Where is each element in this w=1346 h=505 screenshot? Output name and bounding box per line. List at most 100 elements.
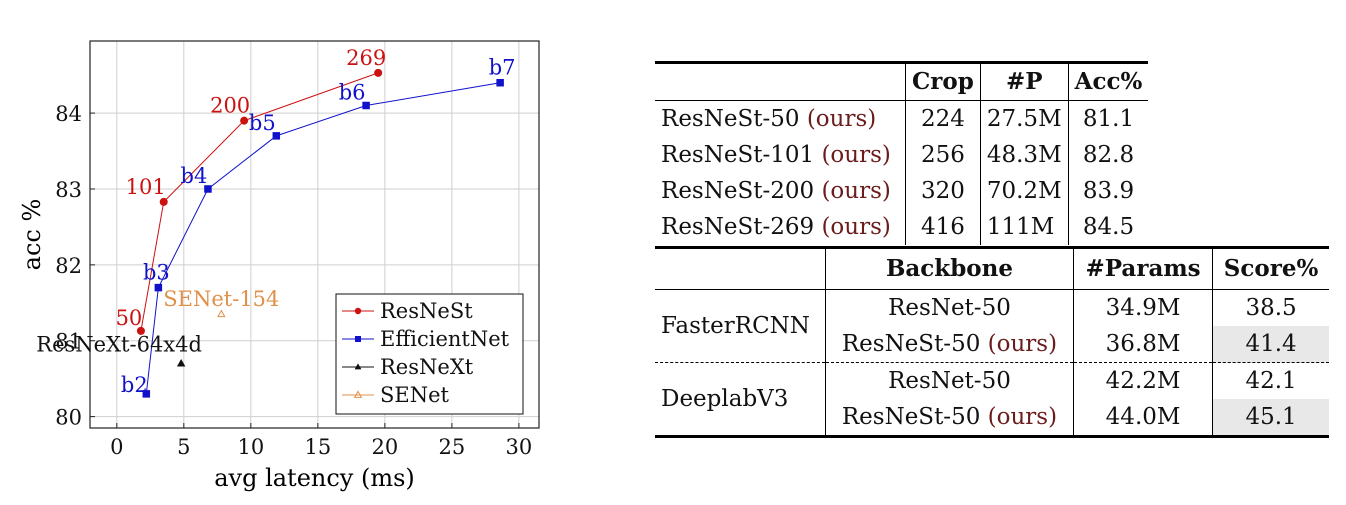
grid-layer bbox=[90, 41, 539, 428]
downstream-results-table: Backbone #Params Score% FasterRCNN ResNet… bbox=[655, 246, 1329, 438]
data-point bbox=[217, 309, 226, 318]
acc-cell: 81.1 bbox=[1082, 106, 1135, 132]
crop-cell: 256 bbox=[905, 137, 981, 173]
backbone-cell: ResNeSt-50 (ours) bbox=[825, 399, 1074, 437]
point-label: 101 bbox=[126, 175, 166, 199]
header-model bbox=[655, 62, 906, 101]
imagenet-results-table: Crop #P Acc% ResNeSt-50 (ours) 224 27.5M 81… bbox=[655, 61, 1149, 245]
acc-cell: 84.5 bbox=[1082, 214, 1135, 240]
ours-tag: (ours) bbox=[987, 331, 1058, 357]
header-acc: Acc% bbox=[1068, 62, 1149, 101]
plot-frame bbox=[89, 40, 540, 429]
data-point bbox=[353, 390, 363, 398]
crop-cell: 224 bbox=[905, 100, 981, 137]
data-point bbox=[272, 132, 281, 140]
ours-tag: (ours) bbox=[821, 142, 891, 168]
legend-label: ResNeXt bbox=[380, 355, 474, 379]
ours-tag: (ours) bbox=[821, 214, 891, 240]
data-point bbox=[354, 307, 362, 315]
point-label: b2 bbox=[121, 373, 148, 397]
data-point bbox=[240, 116, 249, 125]
table-row: ResNeSt-50 (ours) 44.0M 45.1 bbox=[655, 399, 1329, 437]
chart-svg: 0 5 10 15 20 25 30 80 81 82 83 84 50 101 200 269 b2 b3 b4… bbox=[18, 40, 540, 492]
table-header-row: Crop #P Acc% bbox=[655, 62, 1149, 101]
params-cell: 111M bbox=[980, 209, 1069, 245]
header-params: #Params bbox=[1073, 247, 1214, 290]
backbone-cell: ResNeSt-50 (ours) bbox=[825, 326, 1074, 363]
task-cell: FasterRCNN bbox=[655, 289, 826, 363]
legend-item: EfficientNet bbox=[342, 327, 510, 351]
legend-item: ResNeXt bbox=[342, 355, 474, 379]
series-line bbox=[145, 82, 501, 394]
model-name: ResNeSt-269 bbox=[661, 214, 822, 240]
model-cell: ResNeSt-50 (ours) bbox=[655, 100, 906, 137]
data-point bbox=[355, 336, 361, 342]
table-header-row: Backbone #Params Score% bbox=[655, 247, 1329, 290]
table-row: DeeplabV3 ResNet-50 42.2M 42.1 bbox=[655, 362, 1329, 437]
x-tick-label: 5 bbox=[177, 435, 190, 459]
score-cell: 42.1 bbox=[1212, 362, 1329, 399]
point-label: 50 bbox=[116, 306, 143, 330]
acc-cell: 83.9 bbox=[1082, 178, 1135, 204]
point-label: b3 bbox=[143, 261, 170, 285]
backbone-name: ResNeSt-50 bbox=[841, 404, 988, 430]
table-row: ResNeSt-50 (ours) 36.8M 41.4 bbox=[655, 326, 1329, 363]
score-cell: 38.5 bbox=[1245, 295, 1297, 321]
backbone-name: ResNet-50 bbox=[888, 295, 1011, 321]
y-tick-label: 82 bbox=[55, 254, 82, 278]
x-tick-label: 20 bbox=[371, 435, 398, 459]
point-label: b4 bbox=[181, 164, 208, 188]
y-tick-label: 84 bbox=[55, 102, 82, 126]
data-point bbox=[159, 197, 168, 206]
ours-tag: (ours) bbox=[987, 404, 1058, 430]
point-label-layer: 50 101 200 269 b2 b3 b4 b5 b6 b7 ResNeXt-64x4d SENe… bbox=[36, 46, 515, 397]
x-tick-label: 30 bbox=[506, 435, 533, 459]
params-cell: 27.5M bbox=[980, 100, 1069, 137]
params-cell: 44.0M bbox=[1073, 399, 1214, 437]
model-name: ResNeSt-200 bbox=[661, 178, 822, 204]
point-label: b5 bbox=[249, 111, 276, 135]
legend-label: SENet bbox=[380, 383, 450, 407]
header-score: Score% bbox=[1212, 247, 1329, 290]
series-efficientnet bbox=[142, 78, 504, 398]
ours-tag: (ours) bbox=[806, 106, 877, 132]
backbone-name: ResNet-50 bbox=[888, 368, 1011, 394]
data-point bbox=[362, 101, 370, 110]
data-point bbox=[204, 185, 212, 193]
task-cell: DeeplabV3 bbox=[655, 362, 826, 437]
table-row: FasterRCNN ResNet-50 34.9M 38.5 bbox=[655, 289, 1329, 363]
point-label: ResNeXt-64x4d bbox=[36, 333, 202, 357]
point-label: b6 bbox=[339, 81, 366, 105]
data-point bbox=[354, 363, 362, 370]
series-resnext bbox=[176, 359, 186, 367]
backbone-name: ResNeSt-50 bbox=[841, 331, 988, 357]
score-cell: 41.4 bbox=[1212, 326, 1329, 363]
y-tick-label: 83 bbox=[55, 178, 82, 202]
header-task bbox=[655, 247, 826, 290]
data-point bbox=[374, 68, 383, 77]
params-cell: 70.2M bbox=[980, 173, 1069, 209]
header-backbone: Backbone bbox=[825, 247, 1074, 290]
table-row: ResNeSt-200 (ours) 320 70.2M 83.9 bbox=[655, 173, 1148, 209]
point-label: SENet-154 bbox=[163, 287, 279, 311]
x-tick-label: 10 bbox=[237, 435, 264, 459]
table-row: ResNeSt-269 (ours) 416 111M 84.5 bbox=[655, 209, 1148, 245]
model-cell: ResNeSt-269 (ours) bbox=[655, 209, 906, 245]
x-tick-label: 15 bbox=[304, 435, 331, 459]
data-point bbox=[154, 283, 163, 292]
table-row: ResNeSt-101 (ours) 256 48.3M 82.8 bbox=[655, 137, 1148, 173]
x-tick-label: 25 bbox=[439, 435, 466, 459]
params-cell: 34.9M bbox=[1073, 289, 1214, 326]
x-tick-label: 0 bbox=[110, 435, 123, 459]
series-line bbox=[140, 72, 379, 331]
params-cell: 48.3M bbox=[980, 137, 1069, 173]
backbone-cell: ResNet-50 bbox=[825, 362, 1074, 399]
score-cell: 45.1 bbox=[1212, 399, 1329, 437]
header-crop: Crop bbox=[905, 62, 981, 101]
backbone-cell: ResNet-50 bbox=[825, 289, 1074, 326]
crop-cell: 416 bbox=[905, 209, 981, 245]
table-row: ResNeSt-50 (ours) 224 27.5M 81.1 bbox=[655, 100, 1148, 137]
tick-layer: 0 5 10 15 20 25 30 80 81 82 83 84 bbox=[55, 102, 532, 459]
legend-item: SENet bbox=[342, 383, 450, 407]
data-point bbox=[176, 359, 186, 367]
